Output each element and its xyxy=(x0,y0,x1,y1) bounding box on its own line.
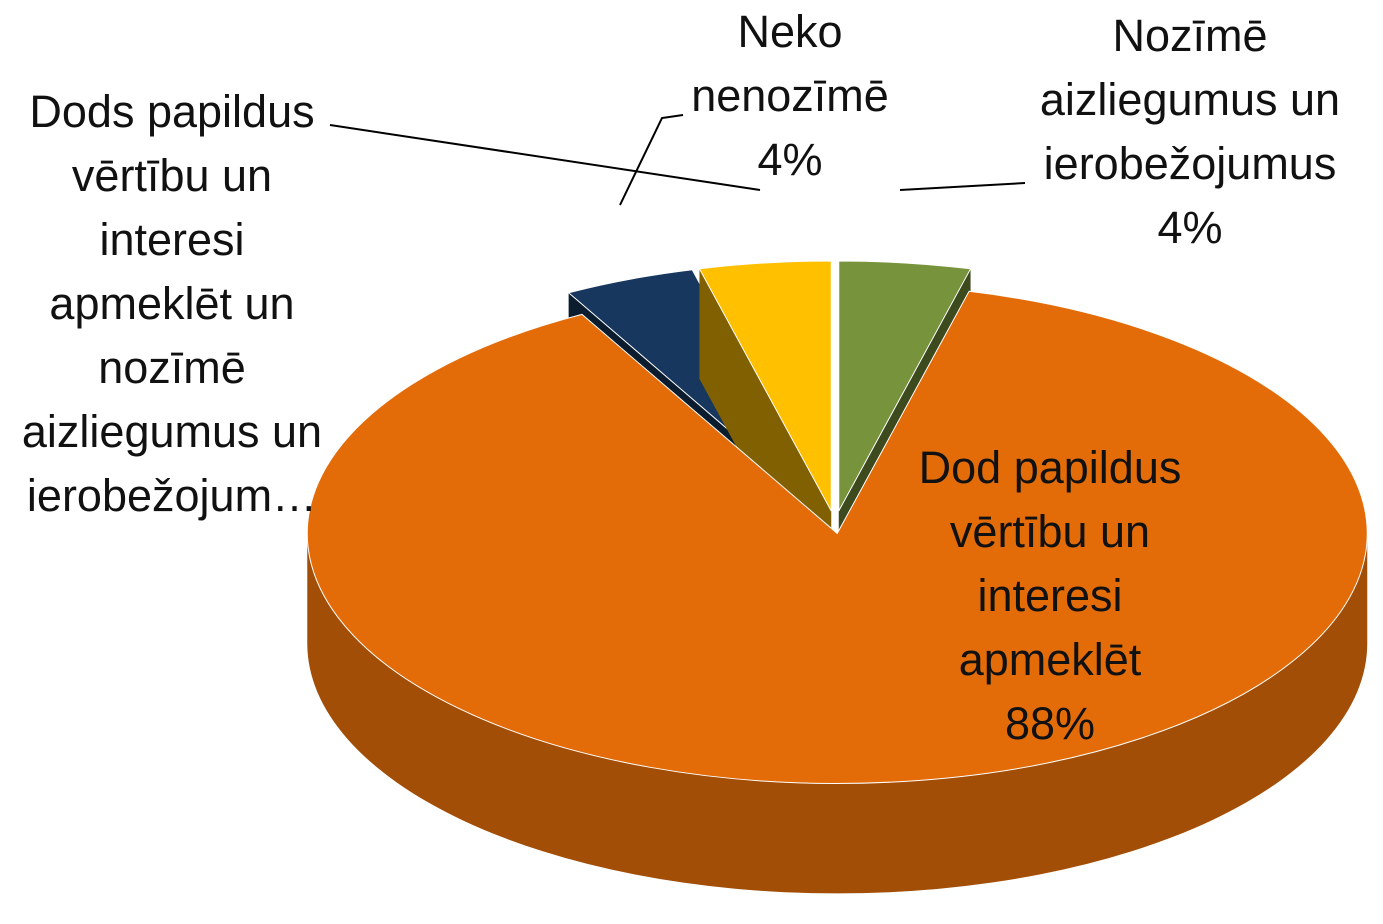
slice-label: Neko nenozīmē 4% xyxy=(670,0,910,192)
value-label: 4% xyxy=(757,134,823,185)
slice-label: Dods papildus vērtību un interesi apmekl… xyxy=(2,80,342,528)
category-label: Dod papildus vērtību un interesi apmeklē… xyxy=(918,442,1182,685)
category-label: Nozīmē aizliegumus un ierobežojumus xyxy=(1039,10,1341,189)
slice xyxy=(838,260,972,512)
slice-wall xyxy=(307,533,1368,894)
slice xyxy=(698,260,832,512)
leader-line xyxy=(329,124,761,191)
value-label: 4% xyxy=(1157,202,1223,253)
leader-line xyxy=(619,114,684,206)
leader-line xyxy=(899,182,1026,191)
slice xyxy=(306,290,1368,784)
slices xyxy=(306,260,1368,894)
category-label: Dods papildus vērtību un interesi apmekl… xyxy=(21,86,323,521)
slice-label: Dod papildus vērtību un interesi apmeklē… xyxy=(890,436,1210,756)
category-label: Neko nenozīmē xyxy=(691,6,889,121)
value-label: 88% xyxy=(1004,698,1096,749)
slice-label: Nozīmē aizliegumus un ierobežojumus 4% xyxy=(1010,4,1370,260)
